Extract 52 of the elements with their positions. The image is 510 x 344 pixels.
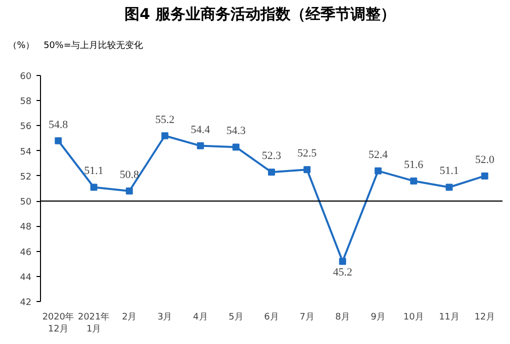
point xyxy=(481,172,488,180)
point xyxy=(54,137,62,144)
x-tick-label: 6月 xyxy=(264,312,279,322)
point xyxy=(232,144,240,151)
text: 52.0 xyxy=(475,154,494,166)
point xyxy=(410,177,418,184)
y-tick-label: 50 xyxy=(20,198,32,208)
point xyxy=(126,188,133,195)
text: 52.3 xyxy=(262,150,282,162)
point xyxy=(339,258,346,265)
text: （%） xyxy=(8,40,35,53)
y-tick-label: 56 xyxy=(20,122,32,132)
x-tick-label: 7月 xyxy=(300,312,314,322)
y-tick-label: 46 xyxy=(20,248,32,258)
point xyxy=(374,167,382,174)
y-tick-label: 44 xyxy=(20,272,32,283)
y-tick-label: 42 xyxy=(20,298,32,308)
x-tick-label: 10月 xyxy=(403,312,424,322)
text: 54.8 xyxy=(48,118,68,131)
y-tick-label: 54 xyxy=(20,147,32,158)
text: 54.3 xyxy=(226,125,246,138)
y-tick-label: 52 xyxy=(20,172,32,182)
text: 51.6 xyxy=(404,158,424,171)
text: 52.5 xyxy=(297,148,317,160)
x-tick-label: 2021年 1月 xyxy=(78,312,110,334)
x-tick-label: 12月 xyxy=(474,312,495,322)
x-tick-label: 2020年 12月 xyxy=(42,312,74,334)
y-tick-label: 60 xyxy=(20,72,32,82)
x-tick-label: 2月 xyxy=(122,312,137,322)
text: 54.4 xyxy=(190,124,210,136)
point xyxy=(446,184,453,191)
y-tick-label: 48 xyxy=(20,222,32,233)
text: 50%=与上月比较无变化 xyxy=(44,40,144,53)
point xyxy=(196,142,204,150)
y-tick-label: 58 xyxy=(20,97,32,108)
text: 52.4 xyxy=(368,148,388,161)
x-tick-label: 4月 xyxy=(193,312,208,322)
chart-title: 图4 服务业商务活动指数（经季节调整） xyxy=(124,4,396,25)
x-tick-label: 5月 xyxy=(228,312,244,322)
text: 45.2 xyxy=(332,266,352,278)
text: 55.2 xyxy=(155,114,175,126)
point xyxy=(90,184,98,191)
x-tick-label: 9月 xyxy=(370,312,386,322)
point xyxy=(161,132,168,140)
text: 51.1 xyxy=(84,165,104,178)
text: 50.8 xyxy=(120,169,139,182)
point xyxy=(268,168,275,176)
x-tick-label: 11月 xyxy=(438,312,460,322)
point xyxy=(304,166,311,174)
x-tick-label: 3月 xyxy=(158,312,172,322)
text: 51.1 xyxy=(440,165,459,178)
x-tick-label: 8月 xyxy=(335,312,350,322)
